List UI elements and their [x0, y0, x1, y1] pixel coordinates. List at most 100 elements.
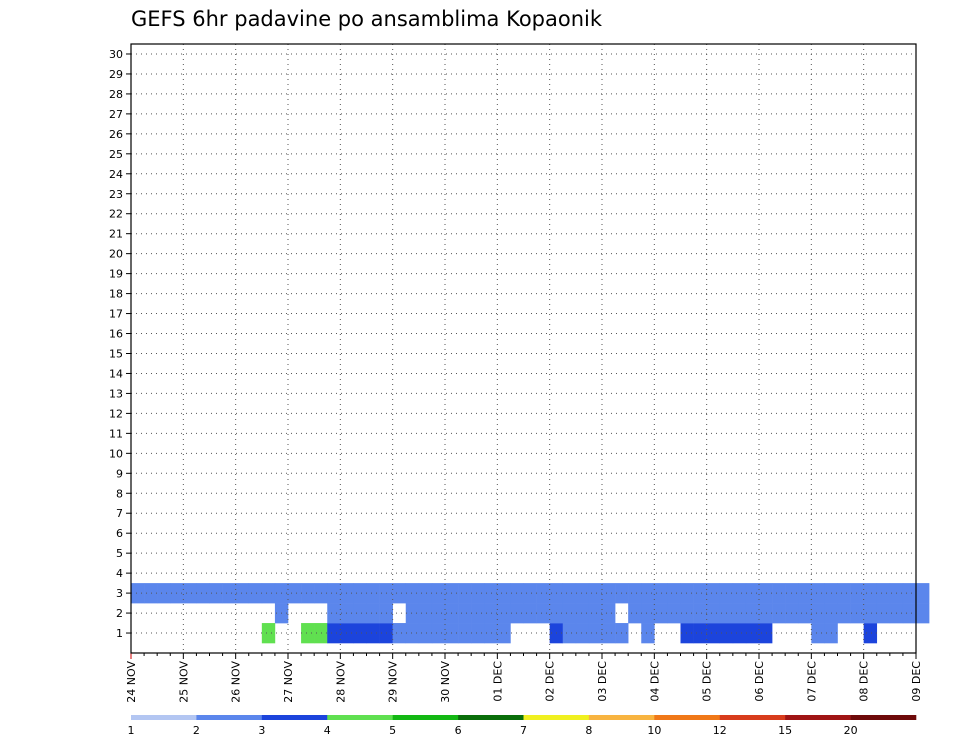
heatmap-cell [536, 603, 550, 624]
x-tick-label: 02 DEC [544, 661, 557, 702]
heatmap-cell [876, 583, 891, 604]
heatmap-cell [680, 603, 694, 624]
heatmap-cell [248, 583, 263, 604]
colorbar-label: 1 [128, 724, 135, 737]
y-tick-label: 22 [109, 208, 123, 221]
x-tick-label: 27 NOV [282, 661, 295, 703]
heatmap-cell [392, 583, 407, 604]
x-tick-label: 24 NOV [125, 661, 138, 703]
heatmap-cell [732, 603, 747, 624]
heatmap-cell [353, 623, 367, 644]
heatmap-cell [431, 583, 446, 604]
heatmap-cell [732, 623, 747, 644]
heatmap-cell [745, 583, 760, 604]
heatmap-cell [183, 583, 197, 604]
heatmap-cell [680, 583, 694, 604]
y-tick-label: 11 [109, 427, 123, 440]
heatmap-cell [458, 623, 472, 644]
heatmap-cell [693, 603, 707, 624]
heatmap-cell [772, 603, 786, 624]
colorbar-label: 2 [193, 724, 200, 737]
heatmap-cell [471, 583, 485, 604]
heatmap-cell [641, 583, 655, 604]
x-tick-label: 09 DEC [910, 661, 923, 702]
heatmap-cell [575, 583, 590, 604]
y-axis-ticks: 1234567891011121314151617181920212223242… [109, 48, 131, 640]
x-axis-ticks: 24 NOV 25 NOV 26 NOV 27 NOV 28 NOV 29 NOV 30 N… [125, 653, 923, 703]
y-tick-label: 19 [109, 268, 123, 281]
heatmap-cell [353, 603, 367, 624]
y-tick-label: 23 [109, 188, 123, 201]
y-tick-label: 30 [109, 48, 123, 61]
heatmap-cell [510, 603, 524, 624]
heatmap-cell [798, 603, 812, 624]
heatmap-cell [314, 583, 328, 604]
y-tick-label: 24 [109, 168, 123, 181]
x-tick-label: 04 DEC [648, 661, 661, 702]
heatmap-cell [641, 603, 655, 624]
heatmap-cell [837, 603, 851, 624]
heatmap-cell [431, 603, 446, 624]
heatmap-cell [863, 583, 878, 604]
colorbar-swatch [785, 715, 851, 720]
heatmap-cell [340, 623, 354, 644]
y-tick-label: 8 [116, 487, 123, 500]
heatmap-cell [471, 603, 485, 624]
heatmap-cell [641, 623, 655, 644]
heatmap-cells [131, 583, 930, 644]
heatmap-cell [575, 603, 590, 624]
colorbar-label: 10 [647, 724, 661, 737]
heatmap-cell [327, 583, 341, 604]
colorbar-swatch [196, 715, 263, 720]
colorbar: 1 2 3 4 5 6 7 8 10 12 15 20 [128, 715, 917, 737]
heatmap-cell [418, 603, 433, 624]
colorbar-label: 12 [713, 724, 727, 737]
heatmap-cell [759, 583, 773, 604]
y-tick-label: 25 [109, 148, 123, 161]
plot-frame [130, 43, 917, 654]
heatmap-cell [693, 583, 707, 604]
x-tick-label: 29 NOV [387, 661, 400, 703]
heatmap-cell [366, 583, 380, 604]
heatmap-cell [523, 603, 537, 624]
heatmap-cell [902, 603, 917, 624]
heatmap-cell [366, 623, 380, 644]
heatmap-cell [628, 583, 642, 604]
x-tick-label: 07 DEC [805, 661, 818, 702]
colorbar-swatch [850, 715, 917, 720]
heatmap-cell [261, 623, 276, 644]
heatmap-cell [602, 623, 616, 644]
heatmap-cell [484, 623, 498, 644]
heatmap-cell [431, 623, 446, 644]
y-tick-label: 21 [109, 228, 123, 241]
colorbar-swatch [523, 715, 590, 720]
heatmap-cell [458, 583, 472, 604]
heatmap-cell [602, 583, 616, 604]
y-tick-label: 3 [116, 587, 123, 600]
colorbar-label: 5 [389, 724, 396, 737]
colorbar-label: 6 [455, 724, 462, 737]
heatmap-cell [392, 623, 407, 644]
colorbar-label: 7 [520, 724, 527, 737]
colorbar-label: 8 [585, 724, 592, 737]
heatmap-cell [497, 603, 511, 624]
y-tick-label: 2 [116, 607, 123, 620]
grid-lines [131, 44, 916, 653]
heatmap-cell [706, 623, 721, 644]
heatmap-cell [340, 583, 354, 604]
heatmap-cell [745, 623, 760, 644]
heatmap-cell [759, 603, 773, 624]
heatmap-cell [811, 603, 825, 624]
heatmap-cell [484, 603, 498, 624]
heatmap-cell [706, 583, 721, 604]
heatmap-cell [876, 603, 891, 624]
y-tick-label: 6 [116, 527, 123, 540]
heatmap-cell [745, 603, 760, 624]
y-tick-label: 14 [109, 367, 123, 380]
heatmap-cell [850, 583, 864, 604]
y-tick-label: 13 [109, 387, 123, 400]
y-tick-label: 9 [116, 467, 123, 480]
x-tick-label: 30 NOV [439, 661, 452, 703]
heatmap-cell [575, 623, 590, 644]
